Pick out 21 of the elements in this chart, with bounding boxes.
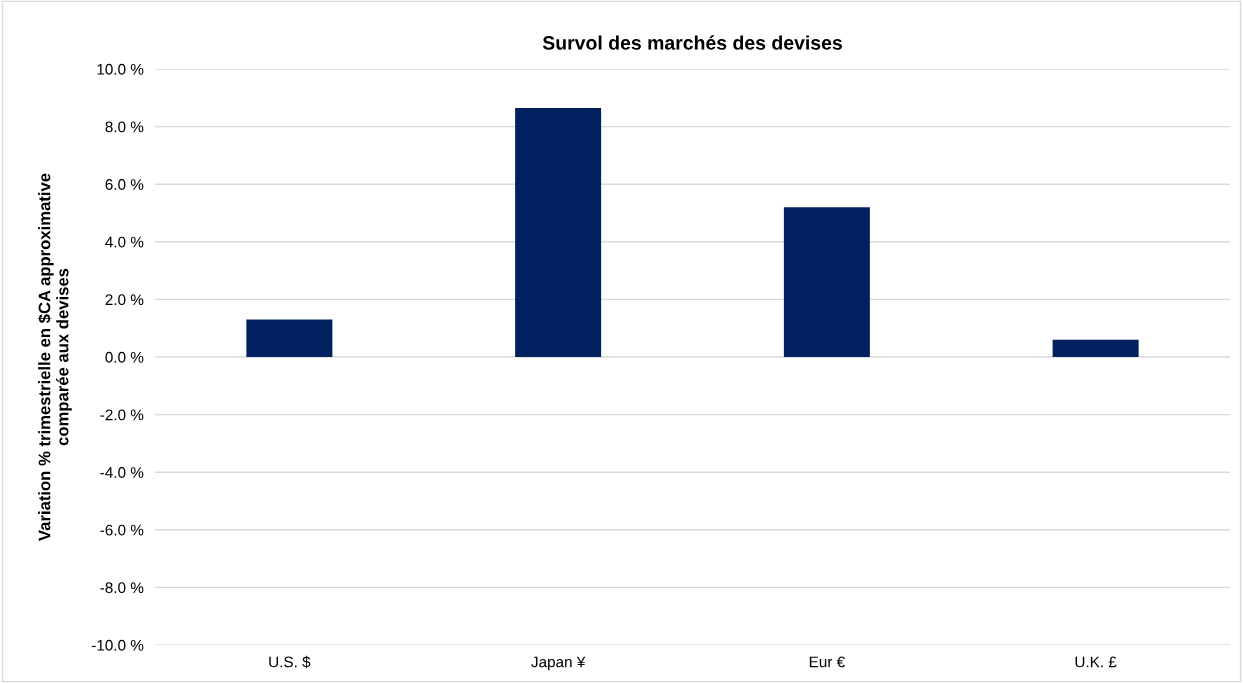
bar xyxy=(246,319,333,357)
x-tick-label: U.K. £ xyxy=(1075,656,1117,668)
y-tick-label: 4.0 % xyxy=(105,236,144,248)
y-tick-label: -8.0 % xyxy=(100,582,144,594)
x-tick-label: U.S. $ xyxy=(269,655,311,669)
y-tick-label: 2.0 % xyxy=(105,294,144,306)
chart-title: Survol des marchés des devises xyxy=(542,35,842,50)
y-tick-label: 6.0 % xyxy=(105,179,144,190)
y-tick-label: 8.0 % xyxy=(105,121,144,133)
y-tick-label: -6.0 % xyxy=(100,524,144,536)
y-tick-label: -2.0 % xyxy=(100,409,144,421)
x-tick-label: Japan ¥ xyxy=(531,656,586,671)
bar xyxy=(1052,339,1139,357)
bar xyxy=(783,207,870,357)
y-tick-label: -10.0 % xyxy=(91,639,144,651)
bar xyxy=(515,107,602,357)
y-axis-title: Variation % trimestrielle en $CA approximative comparée aux devises xyxy=(37,173,72,541)
y-tick-label: 0.0 % xyxy=(105,351,144,363)
y-tick-label: 10.0 % xyxy=(97,63,144,75)
y-tick-label: -4.0 % xyxy=(100,467,144,478)
x-tick-label: Eur € xyxy=(809,656,845,668)
